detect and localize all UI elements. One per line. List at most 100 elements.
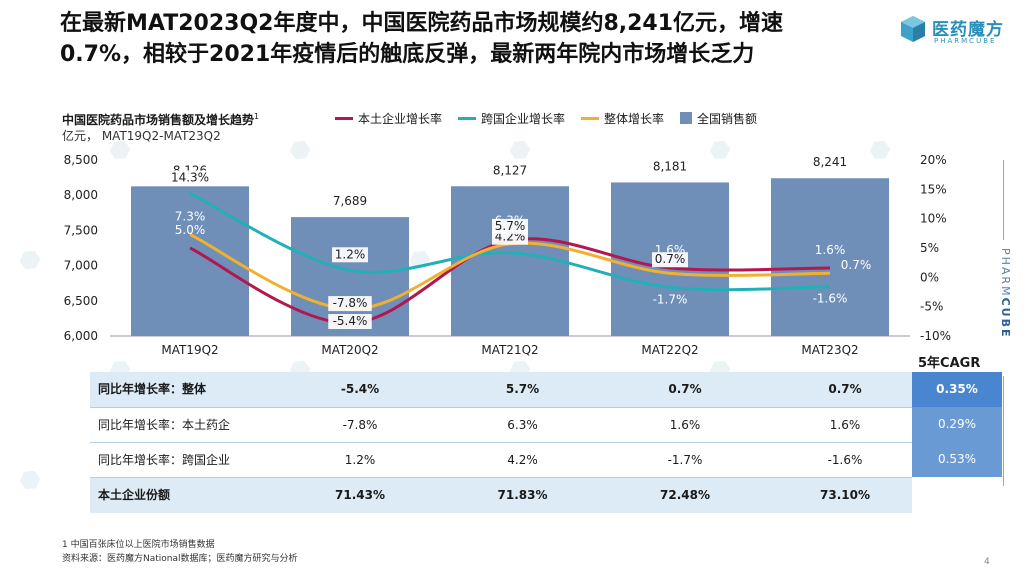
- table-row-label: 同比年增长率：本土药企: [98, 418, 231, 432]
- page-number: 4: [984, 557, 990, 567]
- chart-legend: 本土企业增长率 跨国企业增长率 整体增长率 全国销售额: [335, 109, 773, 127]
- growth-data-label: 5.7%: [495, 219, 526, 233]
- y-right-tick-label: 10%: [920, 212, 947, 226]
- table-row-label: 同比年增长率：跨国企业: [98, 453, 231, 467]
- y-right-tick-label: 15%: [920, 182, 947, 196]
- data-label-background: [492, 218, 528, 234]
- x-tick-label: MAT19Q2: [161, 343, 218, 357]
- table-row-label: 本土企业份额: [98, 488, 171, 502]
- growth-data-label: -7.8%: [333, 296, 368, 310]
- y-right-tick-label: 5%: [920, 241, 939, 255]
- sidebar-brand-light: PHARM: [999, 248, 1012, 298]
- watermark-cube-icon: [19, 250, 41, 270]
- y-left-tick-label: 7,500: [64, 223, 98, 237]
- x-tick-label: MAT20Q2: [321, 343, 378, 357]
- growth-data-label: 0.7%: [841, 258, 872, 272]
- y-right-tick-label: -10%: [920, 329, 951, 343]
- chart-title-text: 中国医院药品市场销售额及增长趋势: [62, 113, 255, 127]
- y-left-tick-label: 8,500: [64, 153, 98, 167]
- cagr-cell: 0.35%: [912, 372, 1002, 407]
- table-row-divider: [90, 477, 912, 478]
- sidebar-brand-bold: CUBE: [999, 297, 1012, 339]
- y-left-tick-label: 6,000: [64, 329, 98, 343]
- footnote: 1 中国百张床位以上医院市场销售数据: [62, 540, 215, 550]
- table-cell: -5.4%: [340, 382, 380, 396]
- sales-bar: [451, 186, 569, 336]
- table-cell: 1.6%: [669, 418, 701, 432]
- table-cell: 0.7%: [668, 382, 702, 396]
- y-left-tick-label: 8,000: [64, 188, 98, 202]
- growth-data-label: -1.7%: [653, 292, 688, 306]
- table-cell: 71.83%: [497, 488, 548, 502]
- x-tick-label: MAT22Q2: [641, 343, 698, 357]
- growth-data-label: -5.4%: [333, 314, 368, 328]
- watermark-cube-icon: [289, 140, 311, 160]
- sales-bar-label: 7,689: [333, 194, 367, 208]
- table-cell: -1.6%: [827, 453, 863, 467]
- source-note: 资料来源：医药魔方National数据库；医药魔方研究与分析: [62, 554, 298, 564]
- watermark-cube-icon: [509, 140, 531, 160]
- legend-swatch-multinational: [458, 116, 477, 120]
- x-tick-label: MAT21Q2: [481, 343, 538, 357]
- data-label-background: [328, 296, 372, 312]
- table-row-divider: [90, 407, 912, 408]
- sidebar-divider-top: [1003, 160, 1004, 240]
- y-left-tick-label: 7,000: [64, 259, 98, 273]
- data-label-background: [332, 247, 368, 263]
- table-cell: 1.2%: [344, 453, 376, 467]
- sales-bar: [771, 178, 889, 336]
- growth-data-label: 1.6%: [815, 243, 846, 257]
- watermark-cube-icon: [19, 470, 41, 490]
- data-label-background: [652, 252, 688, 268]
- sales-bar-label: 8,127: [493, 163, 527, 177]
- legend-item-domestic: 本土企业增长率: [335, 110, 442, 127]
- cagr-cell: 0.29%: [912, 407, 1002, 442]
- legend-swatch-sales: [680, 112, 693, 124]
- data-label-background: [328, 314, 372, 330]
- table-row: 同比年增长率：跨国企业 1.2% 4.2% -1.7% -1.6%: [90, 442, 912, 478]
- logo-text-cn: 医药魔方: [932, 20, 1004, 40]
- legend-label-overall: 整体增长率: [604, 111, 665, 126]
- legend-swatch-domestic: [335, 116, 353, 120]
- growth-data-label: 14.3%: [171, 170, 209, 184]
- table-cell: -1.7%: [667, 453, 703, 467]
- table-row: 同比年增长率：本土药企 -7.8% 6.3% 1.6% 1.6%: [90, 407, 912, 443]
- legend-label-domestic: 本土企业增长率: [358, 111, 443, 126]
- watermark-cube-icon: [869, 140, 891, 160]
- legend-label-sales: 全国销售额: [697, 111, 758, 126]
- table-cell: 71.43%: [335, 488, 385, 502]
- sidebar-divider-bottom: [1003, 376, 1004, 486]
- sales-bar-label: 8,181: [653, 159, 687, 173]
- legend-swatch-overall: [581, 116, 600, 120]
- growth-data-label: -1.6%: [813, 292, 848, 306]
- table-row: 同比年增长率：整体 -5.4% 5.7% 0.7% 0.7%: [90, 372, 912, 407]
- growth-data-label: 7.3%: [175, 210, 206, 224]
- table-cell: 5.7%: [505, 382, 540, 396]
- chart-title: 中国医院药品市场销售额及增长趋势1: [62, 111, 259, 128]
- x-tick-label: MAT23Q2: [801, 343, 858, 357]
- watermark-cube-icon: [109, 140, 131, 160]
- legend-item-sales: 全国销售额: [680, 110, 757, 127]
- chart-title-footnote-mark: 1: [254, 112, 260, 121]
- chart-subtitle: 亿元， MAT19Q2-MAT23Q2: [62, 129, 221, 143]
- sales-bar-label: 8,241: [813, 155, 847, 169]
- pharmcube-cube-icon: [901, 16, 925, 42]
- sales-bar: [131, 186, 249, 336]
- table-cell: 73.10%: [820, 488, 870, 502]
- title-line-1: 在最新MAT2023Q2年度中，中国医院药品市场规模约8,241亿元，增速: [60, 11, 784, 36]
- page-title: 在最新MAT2023Q2年度中，中国医院药品市场规模约8,241亿元，增速 0.…: [60, 8, 900, 70]
- logo-text-en: PHARMCUBE: [934, 37, 997, 45]
- data-label-background: [168, 170, 212, 186]
- table-cell: 0.7%: [828, 382, 862, 396]
- multinational-growth-line: [189, 192, 831, 292]
- y-left-tick-label: 6,500: [64, 294, 98, 308]
- cagr-cell: 0.53%: [912, 442, 1002, 477]
- legend-item-overall: 整体增长率: [581, 110, 664, 127]
- legend-item-multinational: 跨国企业增长率: [458, 110, 565, 127]
- y-right-tick-label: -5%: [920, 300, 943, 314]
- pharmcube-logo: 医药魔方 PHARMCUBE: [898, 14, 1018, 50]
- table-cell: -7.8%: [342, 418, 378, 432]
- title-line-2: 0.7%，相较于2021年疫情后的触底反弹，最新两年院内市场增长乏力: [60, 42, 755, 67]
- table-row: 本土企业份额 71.43% 71.83% 72.48% 73.10%: [90, 477, 912, 513]
